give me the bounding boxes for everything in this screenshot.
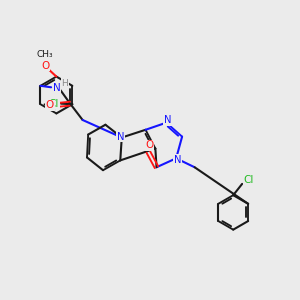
Text: Cl: Cl — [244, 175, 254, 185]
Text: N: N — [117, 132, 124, 142]
Text: N: N — [174, 154, 181, 164]
Text: O: O — [41, 61, 49, 71]
Text: Cl: Cl — [49, 99, 59, 109]
Text: O: O — [145, 140, 154, 150]
Text: N: N — [164, 115, 171, 125]
Text: O: O — [46, 100, 54, 110]
Text: H: H — [61, 79, 68, 88]
Text: CH₃: CH₃ — [37, 50, 53, 59]
Text: N: N — [53, 83, 61, 93]
